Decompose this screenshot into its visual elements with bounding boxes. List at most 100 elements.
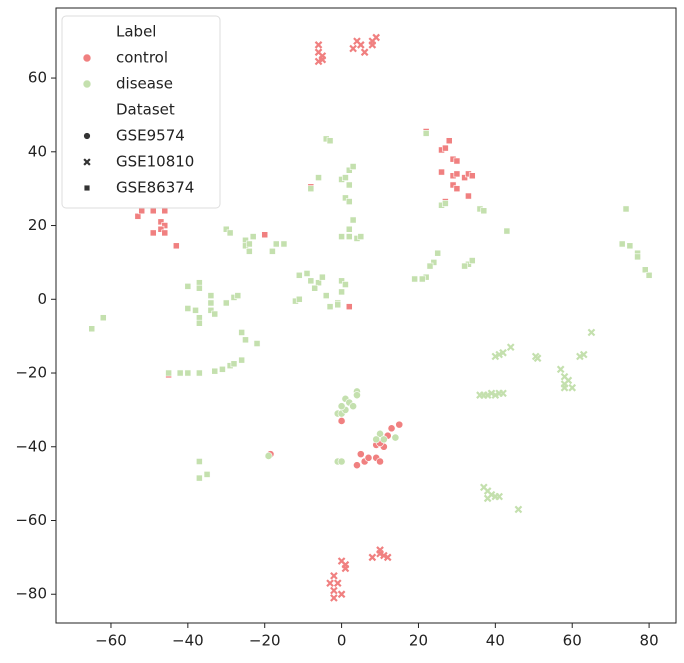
point xyxy=(387,424,396,433)
point xyxy=(337,402,346,411)
plot-frame xyxy=(55,7,677,624)
point xyxy=(495,350,504,359)
point xyxy=(337,417,346,425)
point xyxy=(165,369,172,377)
point xyxy=(506,343,515,352)
point xyxy=(172,242,180,250)
point xyxy=(211,367,219,375)
point xyxy=(222,225,230,233)
point xyxy=(368,41,377,49)
point xyxy=(134,212,142,220)
point xyxy=(418,275,426,283)
point xyxy=(226,229,234,237)
point xyxy=(238,356,246,364)
point xyxy=(560,383,569,392)
point xyxy=(349,402,358,411)
x-tick-label: 80 xyxy=(640,632,659,650)
point xyxy=(157,225,165,233)
legend-marker xyxy=(83,158,91,166)
point xyxy=(307,185,315,193)
point xyxy=(356,41,365,49)
point xyxy=(196,279,203,287)
point xyxy=(468,172,476,180)
point xyxy=(426,262,434,270)
point xyxy=(338,277,345,285)
point xyxy=(383,553,392,562)
point xyxy=(411,275,418,283)
x-tick-label: −20 xyxy=(249,632,281,650)
point xyxy=(483,391,492,399)
point xyxy=(326,137,334,145)
point xyxy=(342,174,349,181)
point xyxy=(622,205,630,213)
point xyxy=(395,420,404,429)
point xyxy=(495,492,504,501)
y-tick-label: −80 xyxy=(15,585,47,603)
point xyxy=(219,365,226,373)
point xyxy=(334,301,342,309)
legend-label: GSE10810 xyxy=(116,153,194,171)
legend-title: Label xyxy=(116,23,156,41)
legend-marker xyxy=(82,53,92,63)
y-tick-label: 60 xyxy=(28,69,47,87)
point xyxy=(161,207,169,215)
point xyxy=(322,292,330,299)
point xyxy=(207,299,215,307)
point xyxy=(587,328,596,337)
point xyxy=(391,433,400,442)
point xyxy=(196,474,203,482)
point xyxy=(157,218,165,226)
point xyxy=(564,376,573,385)
point xyxy=(184,305,192,312)
point xyxy=(249,233,257,240)
point xyxy=(345,198,353,205)
point xyxy=(337,590,346,599)
point xyxy=(138,207,146,215)
point xyxy=(295,271,303,279)
point xyxy=(315,279,322,287)
legend-title: Dataset xyxy=(116,101,175,119)
point xyxy=(330,571,338,580)
point xyxy=(196,284,203,292)
point xyxy=(487,389,496,398)
point xyxy=(345,225,353,233)
point xyxy=(556,365,565,374)
point xyxy=(315,174,322,181)
point xyxy=(641,266,649,274)
point xyxy=(326,579,334,588)
point xyxy=(349,163,357,170)
point xyxy=(196,458,203,465)
y-tick-label: −40 xyxy=(15,437,47,455)
point xyxy=(303,270,311,277)
point xyxy=(264,452,273,460)
point xyxy=(380,551,388,560)
point xyxy=(234,292,242,299)
point xyxy=(245,247,253,255)
point xyxy=(245,240,253,248)
x-tick-label: −60 xyxy=(95,632,127,650)
point xyxy=(461,174,468,181)
point xyxy=(491,352,500,361)
point xyxy=(88,325,96,333)
point xyxy=(465,192,472,200)
point xyxy=(514,505,523,514)
point xyxy=(222,299,230,307)
point xyxy=(372,33,381,42)
point xyxy=(468,257,476,264)
point xyxy=(280,240,288,248)
point xyxy=(345,233,353,240)
point xyxy=(211,310,219,318)
point xyxy=(342,194,349,202)
point xyxy=(442,200,449,207)
point xyxy=(149,229,157,237)
point xyxy=(453,185,461,193)
point xyxy=(453,170,461,178)
point xyxy=(261,231,269,239)
point xyxy=(372,435,381,444)
legend-label: control xyxy=(116,49,168,67)
point xyxy=(338,288,345,296)
point xyxy=(192,306,199,314)
point xyxy=(357,233,365,240)
y-tick-label: 0 xyxy=(37,290,47,308)
